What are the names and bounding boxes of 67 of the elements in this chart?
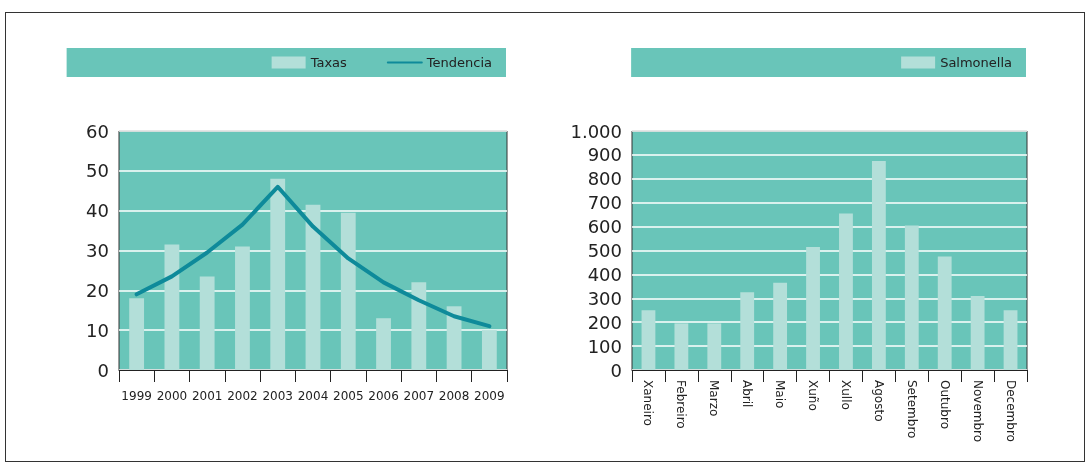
x-tick-label: Xullo	[838, 380, 853, 410]
bar	[970, 295, 985, 370]
y-tick-label: 800	[587, 168, 622, 190]
y-tick-label: 50	[86, 160, 109, 182]
x-tick-label: 2008	[438, 389, 470, 403]
bar	[481, 330, 497, 370]
y-tick-label: 20	[86, 279, 109, 301]
bar	[270, 178, 286, 370]
legend-label: Taxas	[309, 55, 348, 70]
x-tick-label: 1999	[121, 389, 152, 403]
bar	[806, 246, 820, 370]
x-tick-label: Marzo	[707, 380, 722, 417]
x-tick-label: Febreiro	[674, 380, 689, 429]
y-tick-label: 0	[97, 359, 109, 381]
x-tick-label: 2007	[403, 389, 435, 403]
bar	[164, 244, 180, 370]
bar	[199, 276, 215, 370]
x-tick-label: Decembro	[1003, 380, 1018, 442]
x-tick-label: 2006	[368, 389, 399, 403]
y-tick-label: 600	[587, 216, 622, 238]
y-tick-label: 300	[587, 287, 622, 309]
bar	[235, 246, 250, 370]
bar	[1003, 310, 1018, 370]
y-tick-label: 500	[587, 240, 622, 261]
bar	[641, 310, 656, 370]
y-tick-label: 0	[610, 359, 622, 381]
y-tick-label: 400	[587, 263, 622, 285]
x-tick-label: Setembro	[904, 380, 919, 439]
bar	[740, 292, 755, 370]
bar	[674, 323, 689, 370]
line-series	[134, 184, 492, 329]
bar	[340, 212, 356, 370]
x-tick-label: 2003	[262, 389, 293, 403]
bar	[376, 318, 391, 370]
bar	[707, 323, 722, 370]
y-tick-label: 40	[86, 200, 109, 222]
bar	[871, 160, 886, 370]
x-tick-label: Maio	[773, 380, 788, 409]
bar	[773, 282, 788, 370]
x-tick-label: 2009	[474, 389, 505, 403]
y-tick-label: 700	[587, 192, 622, 214]
bar	[129, 298, 145, 370]
x-tick-label: 2005	[333, 389, 364, 403]
x-tick-label: 2001	[191, 389, 223, 403]
legend-label: Salmonella	[940, 55, 1012, 70]
x-tick-label: Agosto	[871, 380, 886, 422]
bar	[904, 225, 919, 370]
y-tick-label: 30	[86, 240, 109, 261]
bar	[937, 256, 952, 370]
y-tick-label: 900	[587, 144, 622, 166]
x-tick-label: 2002	[227, 389, 258, 403]
bar	[839, 213, 853, 370]
x-tick-label: Xuño	[806, 380, 821, 411]
x-tick-label: Outubro	[937, 380, 952, 429]
y-tick-label: 10	[86, 319, 109, 341]
x-tick-label: Abril	[740, 380, 755, 408]
x-tick-label: Xaneiro	[641, 380, 656, 426]
y-tick-label: 200	[587, 311, 622, 333]
bar	[305, 204, 321, 370]
y-tick-label: 100	[587, 335, 622, 357]
x-tick-label: 2004	[297, 389, 329, 403]
bar	[411, 282, 427, 370]
y-tick-label: 1.000	[570, 120, 622, 142]
x-tick-label: 2000	[156, 389, 188, 403]
legend-label: Tendencia	[425, 55, 492, 70]
y-tick-label: 60	[86, 120, 109, 142]
x-tick-label: Novembro	[970, 380, 985, 443]
